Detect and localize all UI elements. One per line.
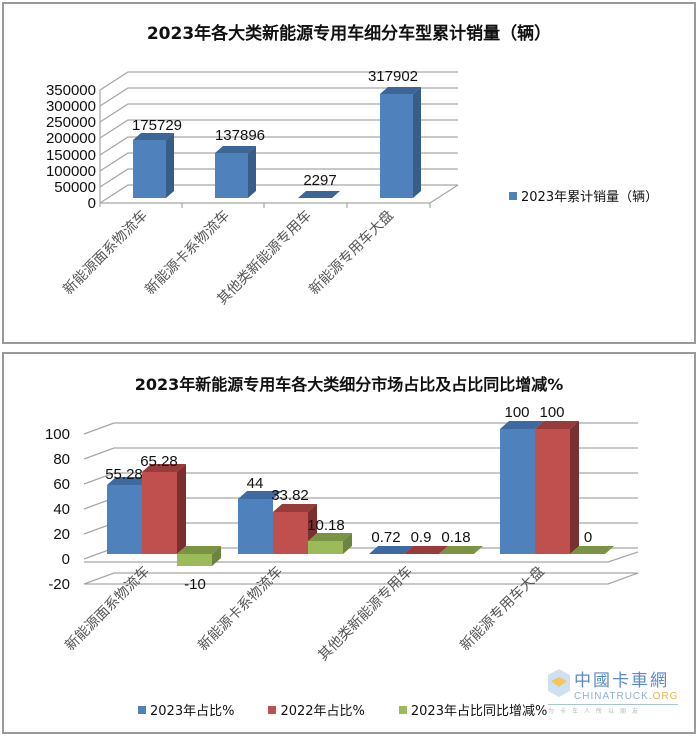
y-tick: 60 bbox=[53, 476, 70, 493]
legend-label: 2023年占比同比增减% bbox=[410, 704, 548, 719]
y-tick: 200000 bbox=[46, 130, 96, 147]
x-category-label: 其他类新能源专用车 bbox=[315, 563, 416, 664]
legend-label: 2022年占比% bbox=[280, 704, 365, 719]
watermark-cn: 中國卡車網 bbox=[574, 671, 669, 691]
chart-panel-cumulative-sales: 2023年各大类新能源专用车细分车型累计销量（辆） bbox=[2, 2, 696, 344]
y-tick: 300000 bbox=[46, 98, 96, 115]
bar-group-other bbox=[369, 546, 483, 554]
data-label: 55.28 bbox=[105, 466, 143, 483]
y-tick: 150000 bbox=[46, 147, 96, 164]
legend-item-2023-share: 2023年占比% bbox=[138, 700, 234, 719]
y-tick: 350000 bbox=[46, 82, 96, 99]
y-tick: 0 bbox=[88, 195, 96, 212]
data-label: 2297 bbox=[303, 172, 336, 189]
legend-swatch-blue bbox=[509, 191, 517, 200]
x-category-label: 新能源卡系物流车 bbox=[195, 563, 286, 654]
chart1-y-axis: 0 50000 100000 150000 200000 250000 3000… bbox=[46, 82, 96, 212]
data-label: 0.18 bbox=[441, 529, 470, 546]
y-tick: 80 bbox=[53, 451, 70, 468]
watermark-sub: 为卡车人所以朋友 bbox=[548, 704, 679, 715]
chart2-y-axis: -20 0 20 40 60 80 100 bbox=[45, 426, 70, 593]
data-label: 0 bbox=[584, 529, 592, 546]
y-tick: 100 bbox=[45, 426, 70, 443]
data-label: 10.18 bbox=[307, 517, 345, 534]
chinatruck-watermark: 中國卡車網 CHINATRUCK.ORG 为卡车人所以朋友 bbox=[548, 666, 679, 715]
y-tick: 100000 bbox=[46, 163, 96, 180]
bar-total-market bbox=[380, 87, 421, 198]
data-label: 137896 bbox=[215, 127, 265, 144]
legend-item-share-change: 2023年占比同比增减% bbox=[398, 700, 548, 719]
chart1-bars bbox=[133, 87, 421, 198]
data-label: 33.82 bbox=[271, 487, 309, 504]
bar-other-special bbox=[298, 191, 340, 198]
y-tick: 40 bbox=[53, 501, 70, 518]
data-label: 317902 bbox=[368, 68, 418, 85]
legend-label: 2023年占比% bbox=[150, 704, 235, 719]
chart1-data-labels: 175729 137896 2297 317902 bbox=[132, 68, 418, 189]
y-tick: 0 bbox=[62, 551, 70, 568]
x-category-label: 新能源专用车大盘 bbox=[457, 563, 548, 654]
data-label: 65.28 bbox=[140, 453, 178, 470]
bar-group-total bbox=[500, 421, 614, 554]
legend-swatch-blue bbox=[138, 705, 146, 714]
y-tick: 250000 bbox=[46, 114, 96, 131]
chart1-gridlines bbox=[99, 71, 459, 208]
data-label: 0.72 bbox=[371, 529, 400, 546]
legend-swatch-green bbox=[398, 705, 407, 714]
legend-label: 2023年累计销量（辆） bbox=[521, 190, 659, 205]
bar-kaxi-logistics bbox=[215, 146, 256, 198]
chart1-legend: 2023年累计销量（辆） bbox=[509, 186, 658, 205]
bar-mianxi-logistics bbox=[133, 133, 174, 198]
chart1-plot: 0 50000 100000 150000 200000 250000 3000… bbox=[46, 68, 459, 308]
legend-swatch-red bbox=[268, 705, 277, 714]
cube-logo-icon bbox=[548, 669, 570, 697]
legend-item-2022-share: 2022年占比% bbox=[268, 700, 365, 719]
data-label: 100 bbox=[539, 404, 564, 421]
y-tick: -20 bbox=[48, 576, 70, 593]
data-label: 100 bbox=[504, 404, 529, 421]
data-label: 0.9 bbox=[411, 529, 432, 546]
x-category-label: 新能源面系物流车 bbox=[62, 563, 153, 654]
y-tick: 20 bbox=[53, 526, 70, 543]
data-label: 44 bbox=[247, 475, 264, 492]
chart2-x-axis: 新能源面系物流车 新能源卡系物流车 其他类新能源专用车 新能源专用车大盘 bbox=[62, 563, 548, 664]
chart2-title: 2023年新能源专用车各大类细分市场占比及占比同比增减% bbox=[134, 375, 564, 394]
bar-group-kaxi bbox=[238, 491, 352, 554]
watermark-en: CHINATRUCK.ORG bbox=[574, 691, 679, 702]
y-tick: 50000 bbox=[54, 179, 96, 196]
data-label: -10 bbox=[184, 576, 206, 593]
chart2-legend: 2023年占比% 2022年占比% 2023年占比同比增减% bbox=[138, 700, 581, 719]
chart2-data-labels: 55.28 65.28 -10 44 33.82 10.18 0.72 0.9 … bbox=[105, 404, 592, 593]
data-label: 175729 bbox=[132, 117, 182, 134]
bar-group-mianxi bbox=[107, 464, 221, 566]
chart1-title: 2023年各大类新能源专用车细分车型累计销量（辆） bbox=[146, 24, 552, 44]
chart2-bars bbox=[107, 421, 614, 566]
